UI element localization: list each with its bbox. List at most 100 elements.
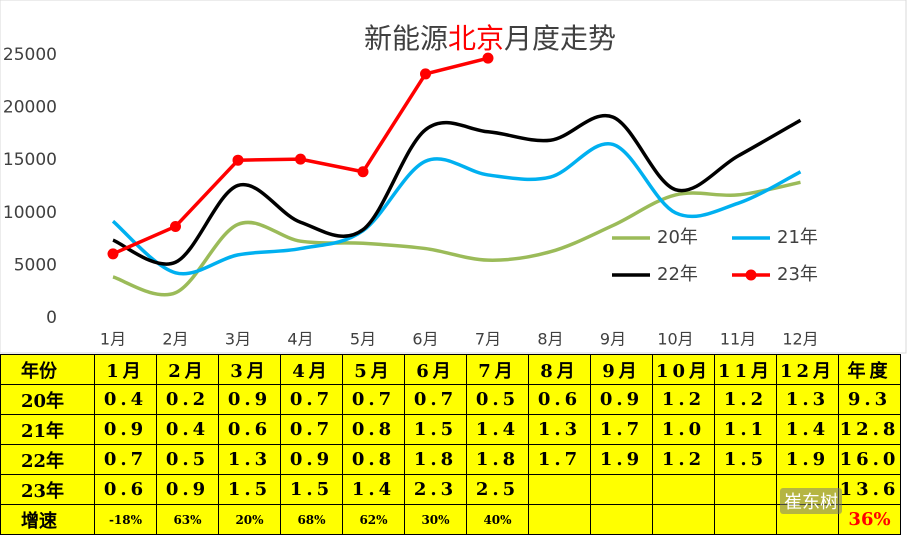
table-cell: 36% xyxy=(838,504,901,535)
table-cell: 2.5 xyxy=(466,474,529,505)
chart-title: 新能源北京月度走势 xyxy=(364,22,616,55)
table-cell: 1.5 xyxy=(218,474,281,505)
table-cell xyxy=(590,504,653,535)
table-cell: 16.0 xyxy=(838,444,901,475)
table-row: 23年 0.6 0.9 1.5 1.5 1.4 2.3 2.5 13.6 xyxy=(0,474,901,505)
table-cell: 62% xyxy=(342,504,405,535)
table-cell: 12.8 xyxy=(838,414,901,445)
point xyxy=(107,248,119,260)
table-cell: 1月 xyxy=(94,354,157,385)
point xyxy=(420,68,431,80)
table-cell: 1.2 xyxy=(652,384,715,415)
table-cell: 4月 xyxy=(280,354,343,385)
table-cell: 5月 xyxy=(342,354,405,385)
table-row: 20年 0.4 0.2 0.9 0.7 0.7 0.7 0.5 0.6 0.9 1.2 1.2 1.3 9… xyxy=(0,384,901,415)
table-cell: 20% xyxy=(218,504,281,535)
point xyxy=(232,154,244,166)
table-cell: 1.5 xyxy=(714,444,777,475)
table-cell xyxy=(652,504,715,535)
table-cell: 1.1 xyxy=(714,414,777,445)
table-cell: 0.9 xyxy=(590,384,653,415)
table-cell: 63% xyxy=(156,504,219,535)
table-cell: 1.7 xyxy=(590,414,653,445)
legend-label: 20年 xyxy=(657,227,698,248)
table-cell xyxy=(714,474,777,505)
x-tick-label: 5月 xyxy=(350,330,376,349)
table-cell: 0.6 xyxy=(528,384,591,415)
series-line xyxy=(111,142,802,276)
table-cell xyxy=(652,474,715,505)
legend-label: 21年 xyxy=(777,227,818,248)
y-tick-label: 25000 xyxy=(3,45,57,65)
x-tick-label: 12月 xyxy=(782,330,818,349)
table-row: 21年 0.9 0.4 0.6 0.7 0.8 1.5 1.4 1.3 1.7 1.0 1.1 1.4 1… xyxy=(0,414,901,445)
table-cell: 1.5 xyxy=(404,414,467,445)
table-cell xyxy=(528,504,591,535)
table-cell: 1.2 xyxy=(714,384,777,415)
table-cell: 0.9 xyxy=(280,444,343,475)
table-cell: 6月 xyxy=(404,354,467,385)
y-tick-label: 0 xyxy=(46,308,57,328)
table-cell: 0.4 xyxy=(94,384,157,415)
table-cell: 1.8 xyxy=(466,444,529,475)
table-cell: 1.3 xyxy=(218,444,281,475)
table-cell: 0.9 xyxy=(218,384,281,415)
table-cell: 0.8 xyxy=(342,444,405,475)
table-cell: 10月 xyxy=(652,354,715,385)
table-cell xyxy=(528,474,591,505)
table-cell: 3月 xyxy=(218,354,281,385)
table-cell: 1.3 xyxy=(528,414,591,445)
table-cell: 2月 xyxy=(156,354,219,385)
table-cell: 1.4 xyxy=(342,474,405,505)
x-tick-label: 10月 xyxy=(657,330,693,349)
table-cell: 1.7 xyxy=(528,444,591,475)
y-tick-label: 20000 xyxy=(3,98,57,118)
table-cell: 0.4 xyxy=(156,414,219,445)
title-part: 新能源 xyxy=(364,22,448,55)
table-cell: 年份 xyxy=(0,354,95,385)
watermark: 崔东树 xyxy=(780,488,842,514)
table-cell: 1.0 xyxy=(652,414,715,445)
point xyxy=(357,166,369,178)
table-cell: 1.5 xyxy=(280,474,343,505)
point xyxy=(295,153,306,165)
table-cell: 23年 xyxy=(0,474,95,505)
table-cell: 0.8 xyxy=(342,414,405,445)
x-tick-label: 8月 xyxy=(537,330,563,349)
table-cell: 0.5 xyxy=(466,384,529,415)
table-cell: 13.6 xyxy=(838,474,901,505)
table-cell: 年度 xyxy=(838,354,901,385)
series-line xyxy=(112,113,802,266)
table-cell xyxy=(590,474,653,505)
table-row: 年份 1月 2月 3月 4月 5月 6月 7月 8月 9月 10月 11月 12月 年度 xyxy=(0,354,901,385)
table-cell: 30% xyxy=(404,504,467,535)
table-cell: 0.7 xyxy=(404,384,467,415)
table-row: 增速 -18% 63% 20% 68% 62% 30% 40% 36% xyxy=(0,504,901,535)
table-cell: 7月 xyxy=(466,354,529,385)
table-cell: 0.7 xyxy=(280,384,343,415)
table-cell: 1.9 xyxy=(776,444,839,475)
y-tick-label: 15000 xyxy=(3,150,57,170)
x-tick-label: 2月 xyxy=(162,330,188,349)
table-cell: 0.7 xyxy=(280,414,343,445)
table-cell: 68% xyxy=(280,504,343,535)
table-cell: -18% xyxy=(94,504,157,535)
point xyxy=(170,220,181,232)
legend-label: 23年 xyxy=(777,264,818,285)
x-tick-label: 7月 xyxy=(475,330,501,349)
table-cell: 0.9 xyxy=(94,414,157,445)
table-cell: 22年 xyxy=(0,444,95,475)
chart: 新能源北京月度走势 0 5000 10000 15000 20000 25000 1月 2月 3… xyxy=(0,0,907,354)
table-cell: 增速 xyxy=(0,504,95,535)
table-cell: 1.4 xyxy=(776,414,839,445)
table-cell: 0.2 xyxy=(156,384,219,415)
title-part: 北京 xyxy=(448,22,504,55)
y-tick-label: 5000 xyxy=(14,255,57,275)
table-cell: 0.5 xyxy=(156,444,219,475)
table-cell: 0.6 xyxy=(94,474,157,505)
table-cell xyxy=(714,504,777,535)
x-tick-label: 3月 xyxy=(225,330,251,349)
table-cell: 12月 xyxy=(776,354,839,385)
table-cell: 1.2 xyxy=(652,444,715,475)
table-cell: 2.3 xyxy=(404,474,467,505)
